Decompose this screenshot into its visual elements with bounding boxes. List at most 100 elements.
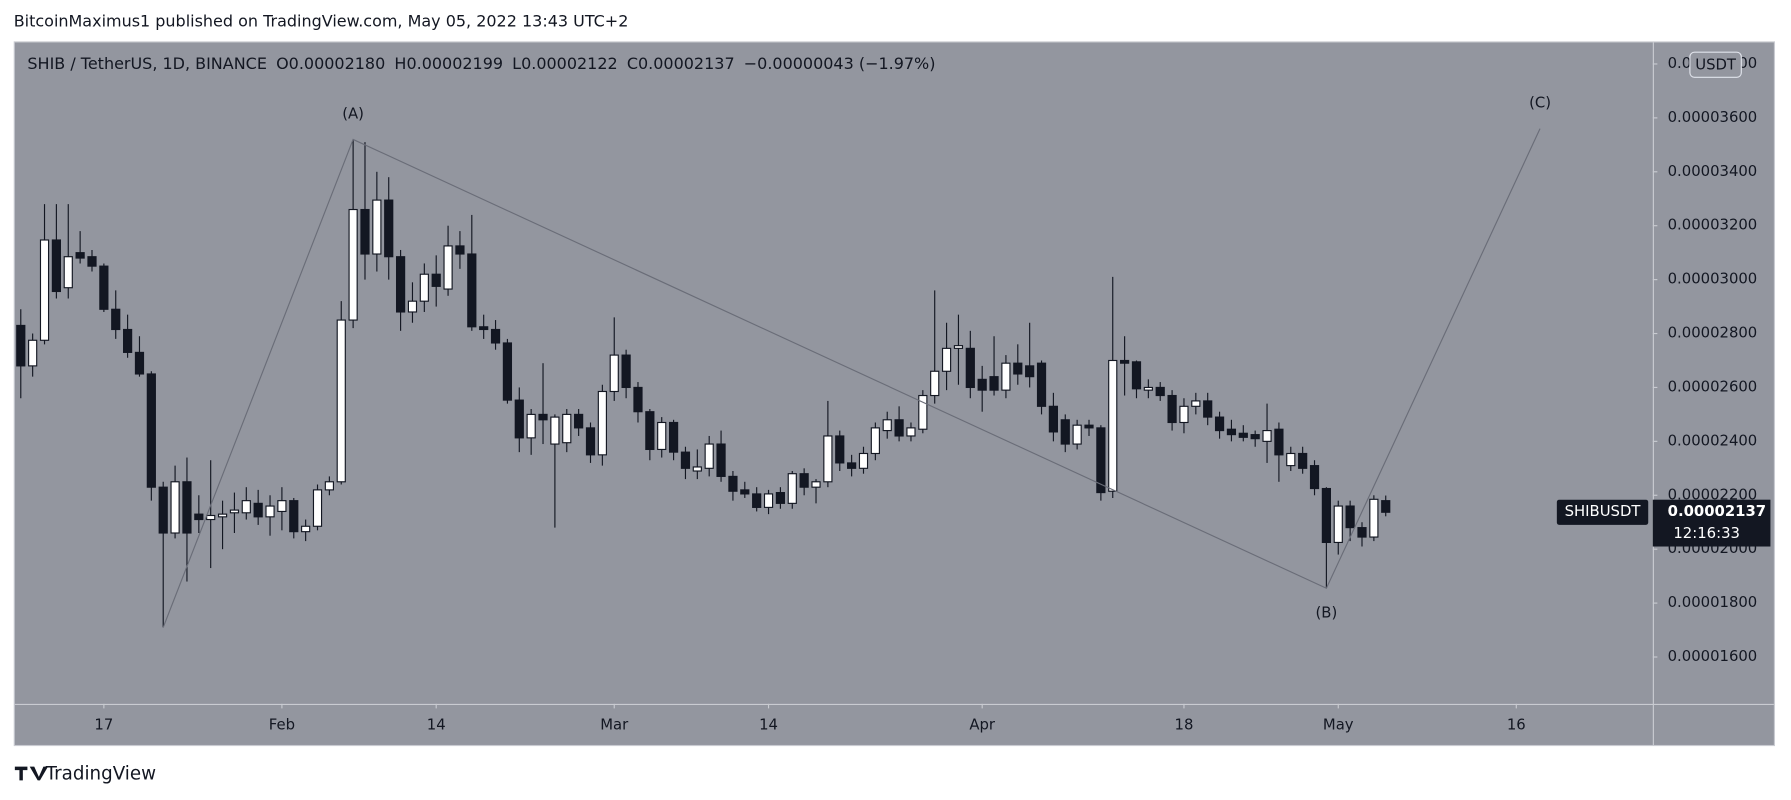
candle-body bbox=[704, 443, 714, 469]
footer-logo: TradingView bbox=[14, 764, 156, 785]
candle-body bbox=[419, 273, 429, 302]
candle-body bbox=[1060, 419, 1070, 445]
x-tick-label: 14 bbox=[427, 717, 446, 734]
candle-body bbox=[799, 473, 809, 488]
candle-body bbox=[1072, 424, 1082, 445]
x-tick-label: Apr bbox=[969, 717, 996, 734]
candle-body bbox=[384, 199, 394, 258]
candle-body bbox=[395, 256, 406, 313]
candle-body bbox=[1084, 424, 1094, 429]
candle-body bbox=[16, 324, 26, 367]
x-tick-label: 14 bbox=[759, 717, 778, 734]
candle-body bbox=[1226, 428, 1237, 436]
candle-body bbox=[1262, 430, 1272, 442]
candle-body bbox=[609, 354, 619, 393]
candle-body bbox=[1214, 416, 1225, 432]
candle-body bbox=[1025, 365, 1035, 378]
candle-body bbox=[823, 435, 833, 483]
candle-body bbox=[170, 481, 180, 534]
y-tick-label: 0.00003600 bbox=[1668, 109, 1758, 126]
candle-body bbox=[229, 509, 240, 514]
candle-body bbox=[989, 376, 999, 391]
legend-key: O bbox=[276, 54, 289, 73]
symbol-label-box bbox=[1556, 499, 1649, 525]
candle-body bbox=[1274, 428, 1284, 456]
y-tick-label: 0.00001600 bbox=[1668, 648, 1758, 665]
candle-body bbox=[835, 435, 845, 464]
candle-body bbox=[514, 399, 524, 439]
legend-key: L bbox=[512, 54, 521, 73]
candle-body bbox=[1131, 361, 1142, 390]
candle-body bbox=[918, 394, 928, 430]
candle-body bbox=[847, 462, 857, 469]
y-tick-label: 0.00002200 bbox=[1668, 486, 1758, 503]
candle-body bbox=[182, 481, 192, 534]
candle-body bbox=[585, 427, 596, 456]
candle-body bbox=[479, 326, 489, 331]
candle-body bbox=[301, 525, 311, 533]
currency-badge-text[interactable]: USDT bbox=[1695, 56, 1737, 73]
y-tick-label: 0.00002600 bbox=[1668, 378, 1758, 395]
y-tick-label: 0.00002400 bbox=[1668, 432, 1758, 449]
candle-body bbox=[740, 489, 750, 495]
candle-body bbox=[467, 253, 477, 328]
candle-body bbox=[194, 513, 204, 521]
x-tick-label: 17 bbox=[94, 717, 113, 734]
candle-body bbox=[360, 208, 370, 255]
candle-body bbox=[1108, 359, 1118, 492]
x-tick-label: May bbox=[1323, 717, 1354, 734]
candle-body bbox=[1321, 487, 1331, 544]
attribution: BitcoinMaximus1 published on TradingView… bbox=[14, 11, 629, 30]
candle-body bbox=[289, 500, 299, 533]
legend-value: 0.00002137 bbox=[638, 54, 735, 73]
y-tick-label: 0.00001800 bbox=[1668, 594, 1758, 611]
candle-body bbox=[1369, 498, 1379, 538]
wave-label: (C) bbox=[1529, 95, 1551, 112]
countdown-label: 12:16:33 bbox=[1673, 525, 1740, 542]
candle-body bbox=[953, 345, 964, 349]
candle-body bbox=[763, 493, 774, 508]
candle-body bbox=[1167, 394, 1177, 424]
candle-body bbox=[75, 252, 85, 259]
candle-body bbox=[728, 475, 738, 492]
currency-badge[interactable]: USDT bbox=[1689, 51, 1742, 78]
candle-body bbox=[443, 245, 453, 290]
candle-body bbox=[621, 354, 631, 389]
candle-body bbox=[870, 427, 880, 455]
candle-body bbox=[146, 373, 156, 488]
candle-body bbox=[526, 413, 536, 439]
wave-line bbox=[162, 128, 1541, 628]
candle-body bbox=[1120, 359, 1130, 364]
candle-body bbox=[787, 473, 797, 504]
candle-body bbox=[502, 342, 513, 401]
candle-body bbox=[122, 328, 133, 353]
candle-body bbox=[633, 386, 643, 413]
ohlc-legend: SHIB / TetherUS, 1D, BINANCE O0.00002180 H… bbox=[27, 54, 935, 73]
x-tick-label: 16 bbox=[1507, 717, 1526, 734]
candle-body bbox=[348, 208, 358, 321]
candle-body bbox=[752, 493, 762, 508]
candle-body bbox=[597, 390, 607, 456]
candle-body bbox=[1096, 427, 1106, 494]
candle-body bbox=[1143, 386, 1153, 391]
candle-body bbox=[1357, 527, 1367, 538]
candle-body bbox=[574, 413, 584, 429]
candle-body bbox=[1345, 505, 1355, 529]
candle-body bbox=[977, 378, 987, 391]
candle-body bbox=[217, 513, 228, 518]
candle-body bbox=[716, 443, 726, 477]
candle-body bbox=[1333, 505, 1343, 544]
candle-body bbox=[965, 347, 975, 389]
legend-key: C bbox=[627, 54, 638, 73]
candle-body bbox=[28, 339, 38, 367]
candle-body bbox=[1036, 362, 1047, 407]
candle-body bbox=[39, 239, 50, 341]
brand-text: TradingView bbox=[45, 764, 156, 785]
candle-body bbox=[1001, 362, 1011, 391]
candle-body bbox=[490, 328, 501, 344]
candle-body bbox=[265, 505, 275, 518]
currency-badge-box[interactable] bbox=[1689, 51, 1742, 78]
candle-body bbox=[253, 502, 263, 518]
candle-body bbox=[668, 421, 679, 453]
